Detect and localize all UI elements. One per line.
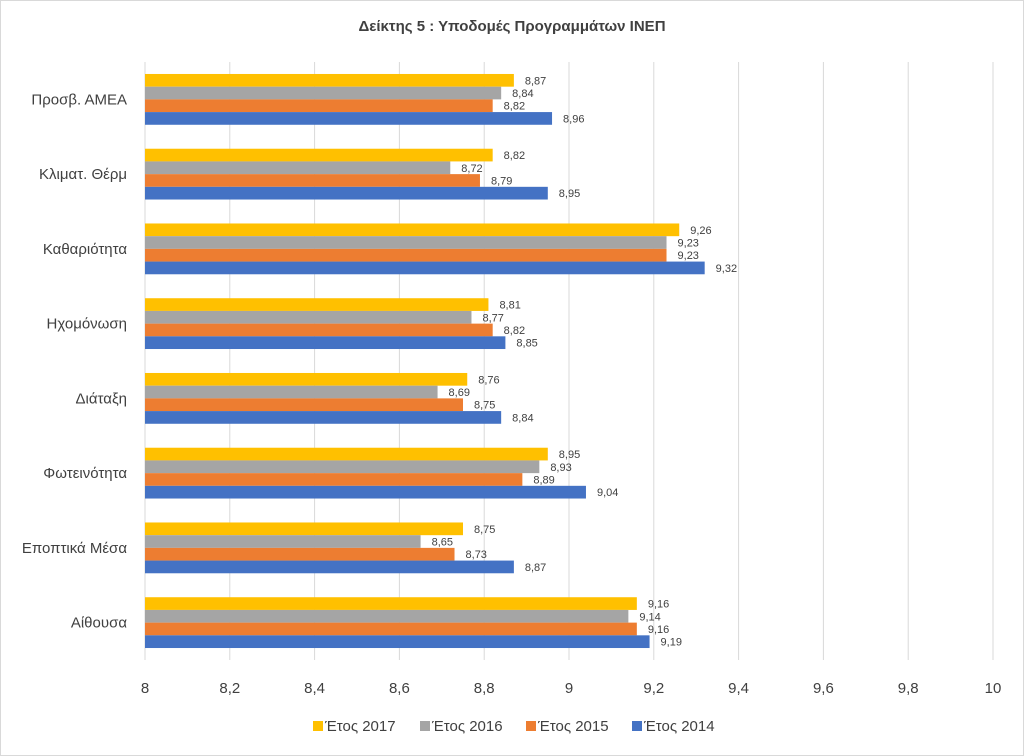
category-axis: Προσβ. ΑΜΕΑ Κλιματ. Θέρμ Καθαριότητα Ηχομόν…: [22, 91, 127, 631]
x-tick-label: 8: [141, 680, 149, 697]
x-tick-label: 9: [565, 680, 573, 697]
x-tick-label: 8,2: [219, 680, 240, 697]
bar: [145, 385, 438, 399]
bar: [145, 622, 637, 636]
bar: [145, 522, 463, 536]
legend-swatch: [526, 721, 536, 731]
legend-label: Έτος 2014: [643, 718, 715, 735]
bar: [145, 298, 489, 311]
data-label: 8,75: [474, 400, 495, 412]
legend-swatch: [313, 721, 323, 731]
data-label: 9,16: [648, 624, 669, 636]
bar: [145, 236, 667, 249]
bar: [145, 323, 493, 337]
x-tick-label: 9,4: [728, 680, 749, 697]
bar: [145, 597, 637, 610]
bar: [145, 535, 421, 548]
bar: [145, 609, 629, 623]
bar: [145, 485, 586, 499]
data-label: 8,85: [516, 338, 537, 350]
bar: [145, 223, 680, 237]
category-label: Καθαριότητα: [43, 241, 127, 258]
data-label: 8,76: [478, 374, 499, 386]
x-tick-label: 9,8: [898, 680, 919, 697]
x-tick-label: 9,6: [813, 680, 834, 697]
data-label: 8,93: [550, 462, 571, 474]
value-axis: 8 8,2 8,4 8,6 8,8 9 9,2 9,4 9,6 9,8 10: [141, 680, 1002, 697]
bar: [145, 547, 455, 561]
data-label: 8,72: [461, 163, 482, 175]
chart-title: Δείκτης 5 : Υποδομές Προγραμμάτων ΙΝΕΠ: [358, 18, 665, 35]
bar: [145, 460, 540, 474]
bar: [145, 148, 493, 162]
bar: [145, 261, 705, 275]
data-label: 8,89: [533, 474, 554, 486]
data-label: 9,19: [661, 637, 682, 649]
legend: Έτος 2017 Έτος 2016 Έτος 2015 Έτος 2014: [313, 718, 715, 735]
category-label: Προσβ. ΑΜΕΑ: [31, 91, 127, 108]
legend-swatch: [632, 721, 642, 731]
category-label: Αίθουσα: [71, 615, 127, 632]
bar: [145, 186, 548, 200]
x-tick-label: 8,8: [474, 680, 495, 697]
x-tick-label: 8,6: [389, 680, 410, 697]
category-label: Εποπτικά Μέσα: [22, 540, 127, 557]
data-label: 8,79: [491, 175, 512, 187]
bar: [145, 411, 502, 424]
data-label: 8,81: [499, 300, 520, 312]
data-label: 9,14: [639, 611, 660, 623]
legend-swatch: [420, 721, 430, 731]
legend-label: Έτος 2017: [324, 718, 396, 735]
legend-label: Έτος 2016: [431, 718, 503, 735]
bar: [145, 336, 506, 350]
data-label: 8,95: [559, 449, 580, 461]
bar: [145, 635, 650, 649]
category-label: Κλιματ. Θέρμ: [39, 166, 127, 183]
legend-label: Έτος 2015: [537, 718, 609, 735]
bar: [145, 310, 472, 324]
data-label: 8,77: [482, 312, 503, 324]
data-label: 9,16: [648, 599, 669, 611]
bar: [145, 372, 468, 386]
data-label: 8,82: [504, 101, 525, 113]
bar: [145, 161, 451, 175]
data-label: 8,82: [504, 325, 525, 337]
data-label: 8,87: [525, 75, 546, 87]
plot-area: 8,878,848,828,968,828,728,798,959,269,23…: [145, 73, 737, 649]
bar: [145, 112, 553, 125]
data-label: 9,23: [678, 238, 699, 250]
bar: [145, 560, 514, 574]
bar: [145, 473, 523, 486]
data-label: 8,69: [449, 387, 470, 399]
data-label: 8,96: [563, 113, 584, 125]
bar: [145, 86, 502, 100]
category-label: Φωτεινότητα: [43, 465, 127, 482]
data-label: 9,32: [716, 263, 737, 275]
bar: [145, 248, 667, 262]
bar: [145, 447, 548, 461]
bar: [145, 73, 514, 87]
category-label: Διάταξη: [76, 390, 127, 407]
data-label: 8,84: [512, 88, 533, 100]
data-label: 8,65: [432, 537, 453, 549]
data-label: 8,73: [466, 549, 487, 561]
bar: [145, 99, 493, 113]
category-label: Ηχομόνωση: [47, 316, 127, 333]
x-tick-label: 8,4: [304, 680, 325, 697]
data-label: 9,26: [690, 225, 711, 237]
data-label: 8,75: [474, 524, 495, 536]
data-label: 8,84: [512, 412, 533, 424]
bar: [145, 174, 480, 187]
x-tick-label: 9,2: [643, 680, 664, 697]
x-tick-label: 10: [985, 680, 1002, 697]
data-label: 8,95: [559, 188, 580, 200]
data-label: 9,04: [597, 487, 618, 499]
data-label: 8,82: [504, 150, 525, 162]
data-label: 9,23: [678, 250, 699, 262]
bar: [145, 398, 463, 412]
data-label: 8,87: [525, 562, 546, 574]
